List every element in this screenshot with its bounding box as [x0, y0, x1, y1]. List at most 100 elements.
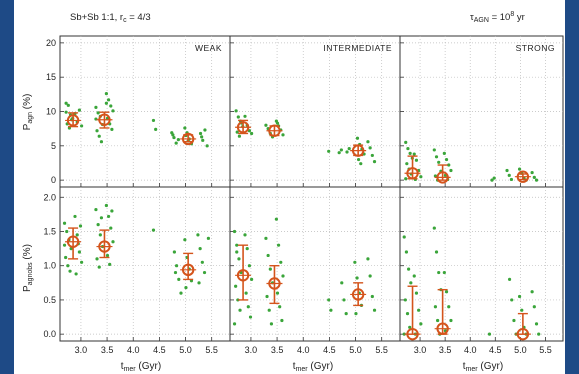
scatter-point	[198, 131, 203, 136]
scatter-point	[520, 308, 524, 312]
scatter-point	[269, 322, 274, 326]
scatter-point	[172, 250, 176, 254]
scatter-point	[414, 291, 419, 295]
scatter-point	[355, 136, 360, 140]
scatter-point	[78, 224, 83, 228]
header-left-title: Sb+Sb 1:1, rc = 4/3	[70, 12, 151, 24]
xtick-label: 5.0	[179, 345, 192, 355]
xtick-label: 5.5	[205, 345, 218, 355]
xtick-label: 5.5	[375, 345, 388, 355]
scatter-point	[340, 281, 344, 285]
xtick-label: 5.0	[514, 345, 527, 355]
scatter-point	[505, 168, 509, 173]
scatter-point	[434, 155, 439, 159]
scatter-point	[432, 148, 436, 152]
scatter-point	[437, 270, 441, 275]
scatter-point	[414, 158, 419, 162]
scatter-point	[264, 236, 268, 240]
panel-weak-bottom: 0.0 0.5 1.0 1.5 2.0 3.0 3.5 4.0 4.5 5.0 5.5	[43, 186, 231, 355]
scatter-point	[243, 233, 247, 237]
scatter-point	[275, 291, 280, 295]
scatter-point	[404, 140, 408, 144]
scatter-point	[172, 135, 176, 140]
scatter-point	[154, 127, 158, 131]
scatter-point	[437, 160, 441, 164]
scatter-point	[95, 257, 99, 261]
scatter-point	[237, 134, 242, 138]
scatter-point	[201, 138, 205, 142]
panels-group: 0 5 10 15 20 WEAK INTERMEDIATE STRONG 0.0 0.5 1.0 1…	[43, 35, 564, 355]
scatter-point	[355, 276, 359, 280]
scatter-point	[151, 118, 156, 123]
ytick-label: 1.0	[43, 261, 56, 271]
ytick-label: 1.5	[43, 226, 56, 236]
xtick-label: 4.5	[489, 345, 502, 355]
scatter-point	[444, 157, 449, 162]
scatter-point	[280, 318, 284, 323]
scatter-point	[342, 298, 346, 302]
scatter-point	[66, 103, 70, 107]
scatter-point	[244, 291, 248, 295]
xlabel-strong: tmer (Gyr)	[463, 361, 503, 373]
scatter-point	[232, 229, 237, 234]
scatter-point	[264, 123, 268, 127]
scatter-point	[266, 253, 270, 258]
scatter-point	[275, 121, 280, 125]
scatter-point	[200, 135, 204, 139]
scatter-point	[402, 235, 406, 239]
scatter-point	[68, 269, 72, 273]
scatter-point	[203, 128, 207, 132]
scatter-point	[97, 265, 101, 269]
panel-weak-top: 0 5 10 15 20 WEAK	[46, 35, 231, 188]
scatter-point	[339, 148, 343, 152]
scatter-point	[99, 140, 104, 144]
scatter-point	[110, 127, 114, 131]
scatter-point	[109, 226, 113, 230]
scatter-point	[442, 270, 446, 275]
scatter-point	[250, 131, 254, 136]
scatter-point	[327, 298, 331, 302]
scatter-point	[97, 134, 101, 138]
scatter-point	[408, 151, 412, 155]
ylabel-bottom: Pagnobs (%)	[22, 244, 34, 292]
scatter-point	[372, 308, 377, 312]
panel-intermediate-top: INTERMEDIATE	[229, 35, 401, 188]
scatter-point	[281, 274, 285, 278]
scatter-point	[412, 274, 416, 278]
scatter-point	[530, 170, 534, 175]
scatter-point	[104, 203, 108, 208]
xlabel-intermediate: tmer (Gyr)	[293, 361, 333, 373]
scatter-point	[96, 223, 100, 227]
ytick-label: 0.5	[43, 295, 56, 305]
scatter-point	[64, 110, 68, 114]
scatter-point	[173, 270, 178, 275]
scatter-point	[419, 175, 423, 179]
scatter-point	[110, 209, 114, 213]
panel-strong-bottom: 3.0 3.5 4.0 4.5 5.0 5.5	[399, 186, 564, 355]
scatter-point	[243, 114, 247, 118]
scatter-point	[507, 173, 511, 177]
scatter-point	[177, 277, 181, 281]
panel-frame	[399, 186, 564, 342]
ytick-label: 0.0	[43, 329, 56, 339]
xtick-label: 3.5	[439, 345, 452, 355]
scatter-point	[447, 305, 451, 309]
xtick-label: 4.5	[323, 345, 336, 355]
scatter-point	[490, 178, 494, 182]
scatter-point	[344, 312, 348, 316]
scatter-point	[234, 109, 238, 113]
scatter-point	[512, 318, 516, 323]
scatter-point	[403, 298, 407, 302]
scatter-point	[402, 332, 406, 336]
scatter-point	[370, 153, 374, 158]
scatter-point	[106, 98, 111, 102]
scatter-point	[534, 322, 539, 326]
ytick-label: 5	[51, 141, 56, 151]
scatter-point	[517, 167, 522, 171]
ylabel-top: Pagn (%)	[22, 94, 34, 131]
scatter-point	[196, 233, 200, 237]
scatter-point	[111, 240, 115, 244]
ytick-label: 0	[51, 175, 56, 185]
scatter-point	[184, 286, 188, 290]
scatter-point	[434, 250, 439, 254]
